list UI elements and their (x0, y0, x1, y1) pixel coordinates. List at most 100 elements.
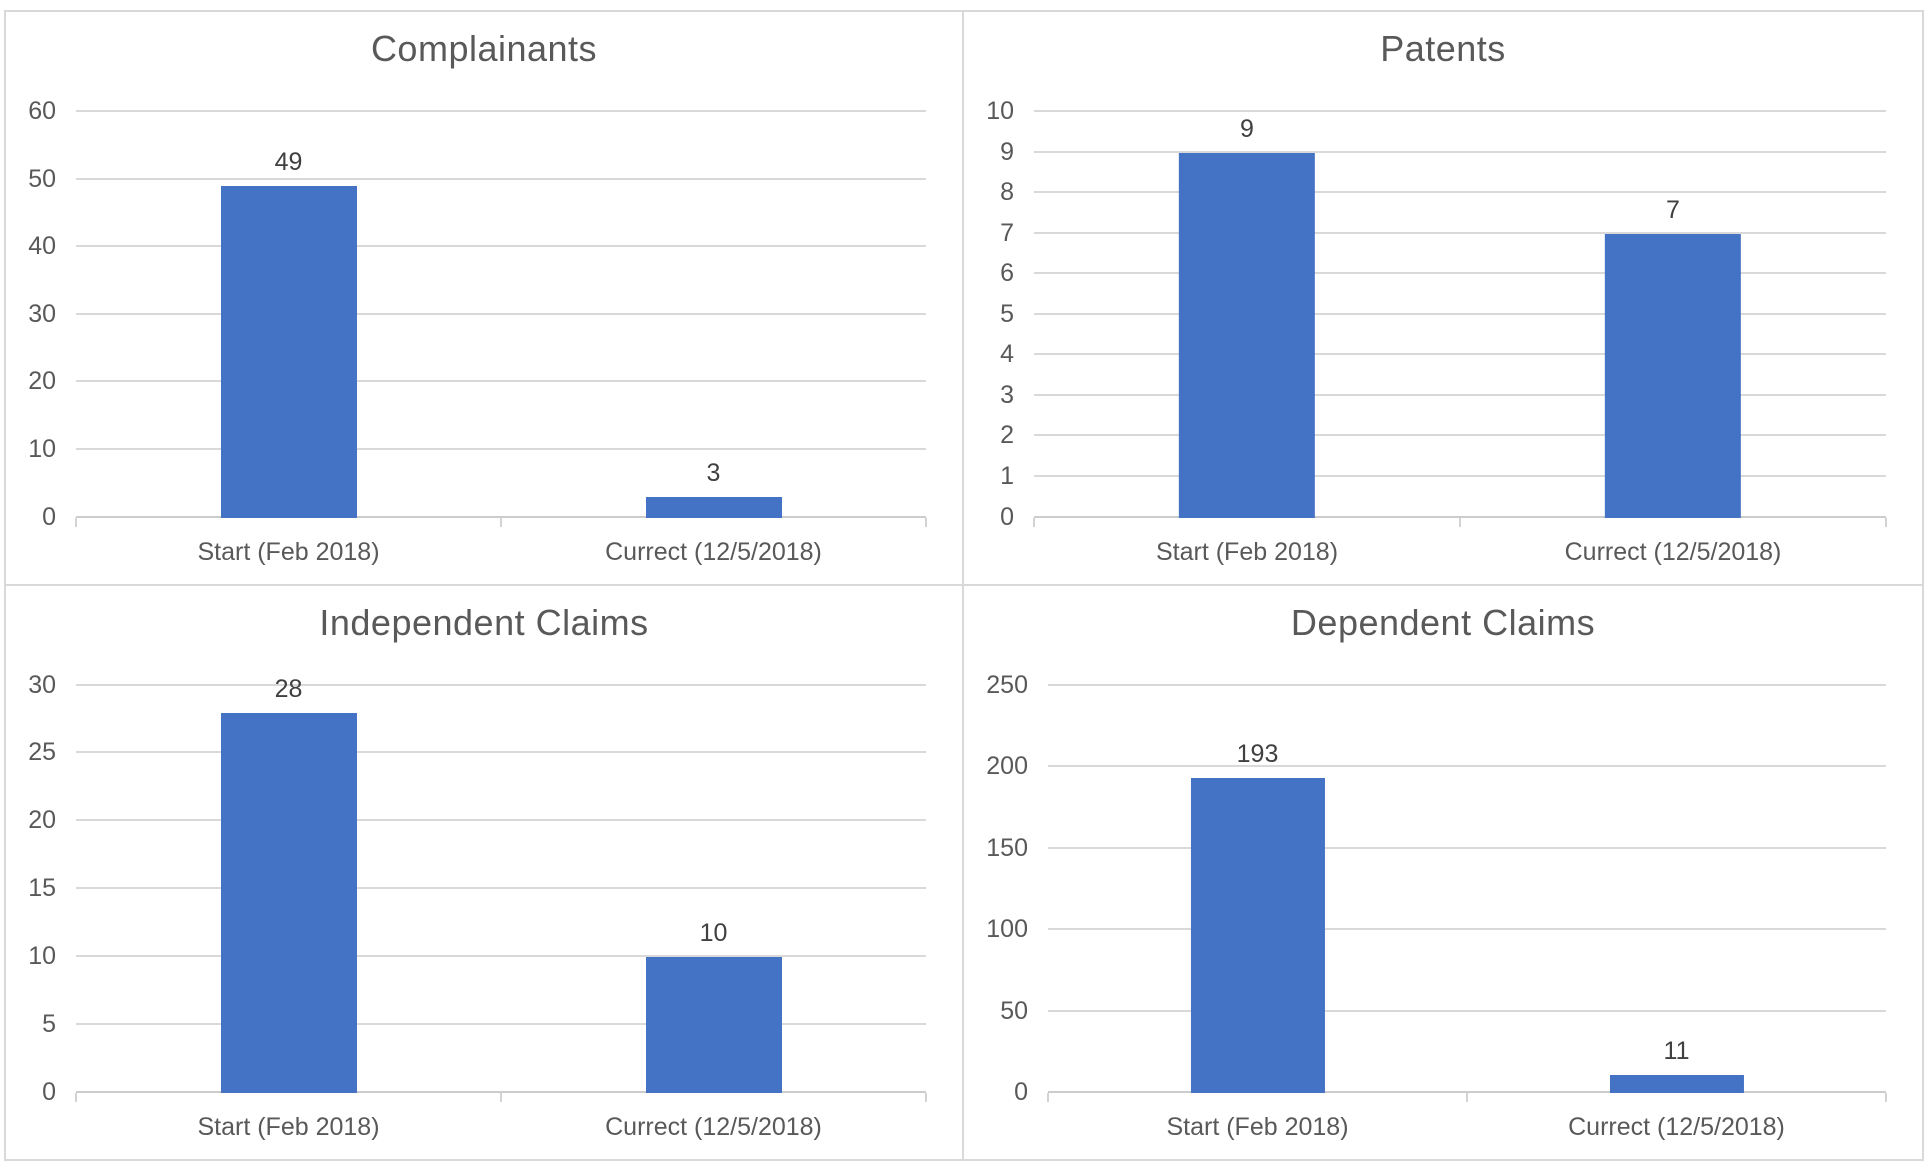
gridline (76, 380, 926, 383)
gridline (1048, 765, 1886, 767)
bar (220, 712, 357, 1093)
y-tick-label: 1 (1000, 461, 1014, 490)
gridline (76, 683, 926, 686)
y-tick-label: 50 (1000, 996, 1028, 1025)
y-tick-label: 100 (986, 915, 1028, 943)
y-tick-label: 0 (1000, 502, 1014, 531)
plot-area: Start (Feb 2018) Currect (12/5/2018) 0 1 2… (986, 97, 1887, 566)
bar-data-label: 7 (1666, 195, 1680, 224)
y-tick-label: 0 (42, 1078, 56, 1106)
gridline (76, 110, 926, 112)
x-axis-tick (925, 1093, 927, 1102)
y-tick-label: 10 (28, 434, 56, 463)
category-label: Currect (12/5/2018) (1564, 537, 1782, 566)
y-tick-label: 60 (28, 97, 56, 125)
x-axis-tick (500, 1093, 502, 1102)
bar (1190, 778, 1325, 1093)
plot-area: Start (Feb 2018) Currect (12/5/2018) 0 50… (986, 671, 1887, 1141)
x-axis-tick (925, 517, 927, 527)
plot-area: Start (Feb 2018) Currect (12/5/2018) 0 10… (28, 97, 927, 566)
category-label: Currect (12/5/2018) (1568, 1113, 1785, 1141)
y-tick-label: 20 (28, 367, 56, 396)
y-tick-label: 5 (1000, 299, 1014, 328)
x-axis-tick (75, 517, 77, 527)
y-tick-label: 9 (1000, 137, 1014, 166)
chart-panel-dependent-claims: Dependent Claims Start (Feb 2018) Currec… (964, 585, 1924, 1161)
gridline (1048, 846, 1886, 849)
x-axis-tick (1885, 517, 1887, 527)
x-axis-tick (1033, 517, 1035, 527)
bar-data-label: 10 (699, 919, 728, 948)
chart-grid: Complainants Start (Feb 2018) Currect (1… (4, 10, 1924, 1161)
y-tick-label: 0 (42, 502, 56, 531)
y-tick-label: 5 (42, 1010, 56, 1039)
chart-panel-complainants: Complainants Start (Feb 2018) Currect (1… (4, 10, 964, 586)
gridline (1034, 150, 1886, 153)
y-tick-label: 30 (28, 670, 56, 699)
gridline (76, 312, 926, 315)
chart-title: Complainants (370, 28, 598, 69)
chart-panel-patents: Patents Start (Feb 2018) Currect (12/5/2… (964, 10, 1924, 586)
category-label: Start (Feb 2018) (1155, 537, 1339, 566)
y-tick-label: 150 (986, 833, 1028, 862)
category-label: Start (Feb 2018) (1166, 1113, 1349, 1141)
bar (645, 497, 782, 518)
gridline (1048, 928, 1886, 930)
y-tick-label: 4 (1000, 340, 1014, 369)
y-tick-label: 40 (28, 232, 56, 261)
category-label: Currect (12/5/2018) (605, 537, 822, 566)
bar-data-label: 28 (274, 674, 303, 703)
gridline (76, 955, 926, 958)
bar-data-label: 193 (1236, 740, 1279, 769)
y-tick-label: 30 (28, 299, 56, 328)
y-tick-label: 8 (1000, 178, 1014, 207)
plot-area: Start (Feb 2018) Currect (12/5/2018) 0 5 1… (28, 671, 927, 1141)
bar (1178, 152, 1316, 518)
gridline (1034, 312, 1886, 315)
category-label: Start (Feb 2018) (197, 1113, 380, 1141)
chart-title: Dependent Claims (1290, 601, 1596, 643)
gridline (1034, 110, 1886, 112)
bar (645, 957, 782, 1093)
gridline (1034, 353, 1886, 356)
gridline (76, 887, 926, 890)
category-label: Start (Feb 2018) (197, 537, 380, 566)
gridline (1034, 393, 1886, 396)
chart-panel-independent-claims: Independent Claims Start (Feb 2018) Curr… (4, 585, 964, 1161)
y-tick-label: 7 (1000, 218, 1014, 247)
x-axis-line (76, 1091, 926, 1093)
y-tick-label: 3 (1000, 380, 1014, 409)
bar (1609, 1075, 1744, 1093)
y-tick-label: 250 (986, 670, 1028, 699)
chart-title: Independent Claims (319, 601, 649, 643)
x-axis-tick (500, 517, 502, 527)
x-axis-tick (1047, 1093, 1049, 1102)
gridline (76, 1023, 926, 1026)
bar (1604, 233, 1742, 518)
chart-title: Patents (1380, 28, 1506, 69)
y-tick-label: 0 (1014, 1078, 1028, 1106)
gridline (76, 819, 926, 822)
y-tick-label: 15 (28, 874, 56, 903)
x-axis-tick (1466, 1093, 1468, 1102)
x-axis-tick (1459, 517, 1461, 527)
bar-data-label: 9 (1240, 114, 1254, 143)
gridline (76, 177, 926, 180)
y-tick-label: 25 (28, 738, 56, 767)
x-axis-line (76, 515, 926, 518)
bar-data-label: 11 (1663, 1037, 1690, 1066)
x-axis-tick (1885, 1093, 1887, 1102)
bar-data-label: 49 (274, 148, 303, 177)
gridline (76, 447, 926, 450)
y-tick-label: 50 (28, 164, 56, 193)
y-tick-label: 200 (986, 752, 1028, 780)
gridline (1034, 231, 1886, 234)
gridline (76, 751, 926, 754)
y-tick-label: 10 (28, 942, 56, 971)
gridline (1034, 191, 1886, 194)
gridline (1034, 272, 1886, 275)
x-axis-line (1034, 515, 1886, 518)
y-tick-label: 20 (28, 806, 56, 835)
gridline (1034, 474, 1886, 477)
y-tick-label: 6 (1000, 259, 1014, 288)
